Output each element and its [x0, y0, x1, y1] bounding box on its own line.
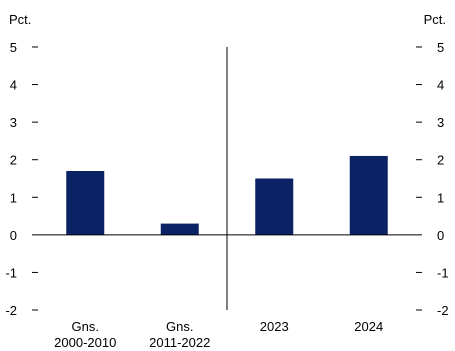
bar	[349, 155, 388, 235]
bar	[255, 178, 294, 235]
bar	[66, 170, 105, 235]
right-tick-label: -1	[437, 265, 449, 280]
left-tick-label: 1	[10, 190, 17, 205]
bar	[160, 223, 199, 235]
bars	[66, 155, 388, 235]
x-category-label: Gns.	[72, 319, 99, 334]
x-category-label: 2023	[260, 319, 289, 334]
x-category-label: 2000-2010	[54, 335, 116, 350]
left-tick-label: -1	[5, 265, 17, 280]
right-axis-unit: Pct.	[424, 12, 446, 27]
left-tick-label: 3	[10, 115, 17, 130]
x-category-label: 2024	[354, 319, 383, 334]
left-tick-label: 0	[10, 228, 17, 243]
left-tick-label: -2	[5, 303, 17, 318]
right-tick-label: 1	[437, 190, 444, 205]
y-axes: 5 5 4 4 3 3 2 2 1 1 0 0 -1 -1 -2 -2	[5, 40, 448, 318]
right-tick-label: 5	[437, 40, 444, 55]
left-axis-unit: Pct.	[9, 12, 31, 27]
right-tick-label: -2	[437, 303, 449, 318]
right-tick-label: 4	[437, 78, 444, 93]
x-category-label: 2011-2022	[149, 335, 210, 350]
right-tick-label: 2	[437, 153, 444, 168]
right-tick-label: 0	[437, 228, 444, 243]
left-tick-label: 5	[10, 40, 17, 55]
right-tick-label: 3	[437, 115, 444, 130]
x-category-label: Gns.	[166, 319, 193, 334]
left-tick-label: 4	[10, 78, 17, 93]
left-tick-label: 2	[10, 153, 17, 168]
